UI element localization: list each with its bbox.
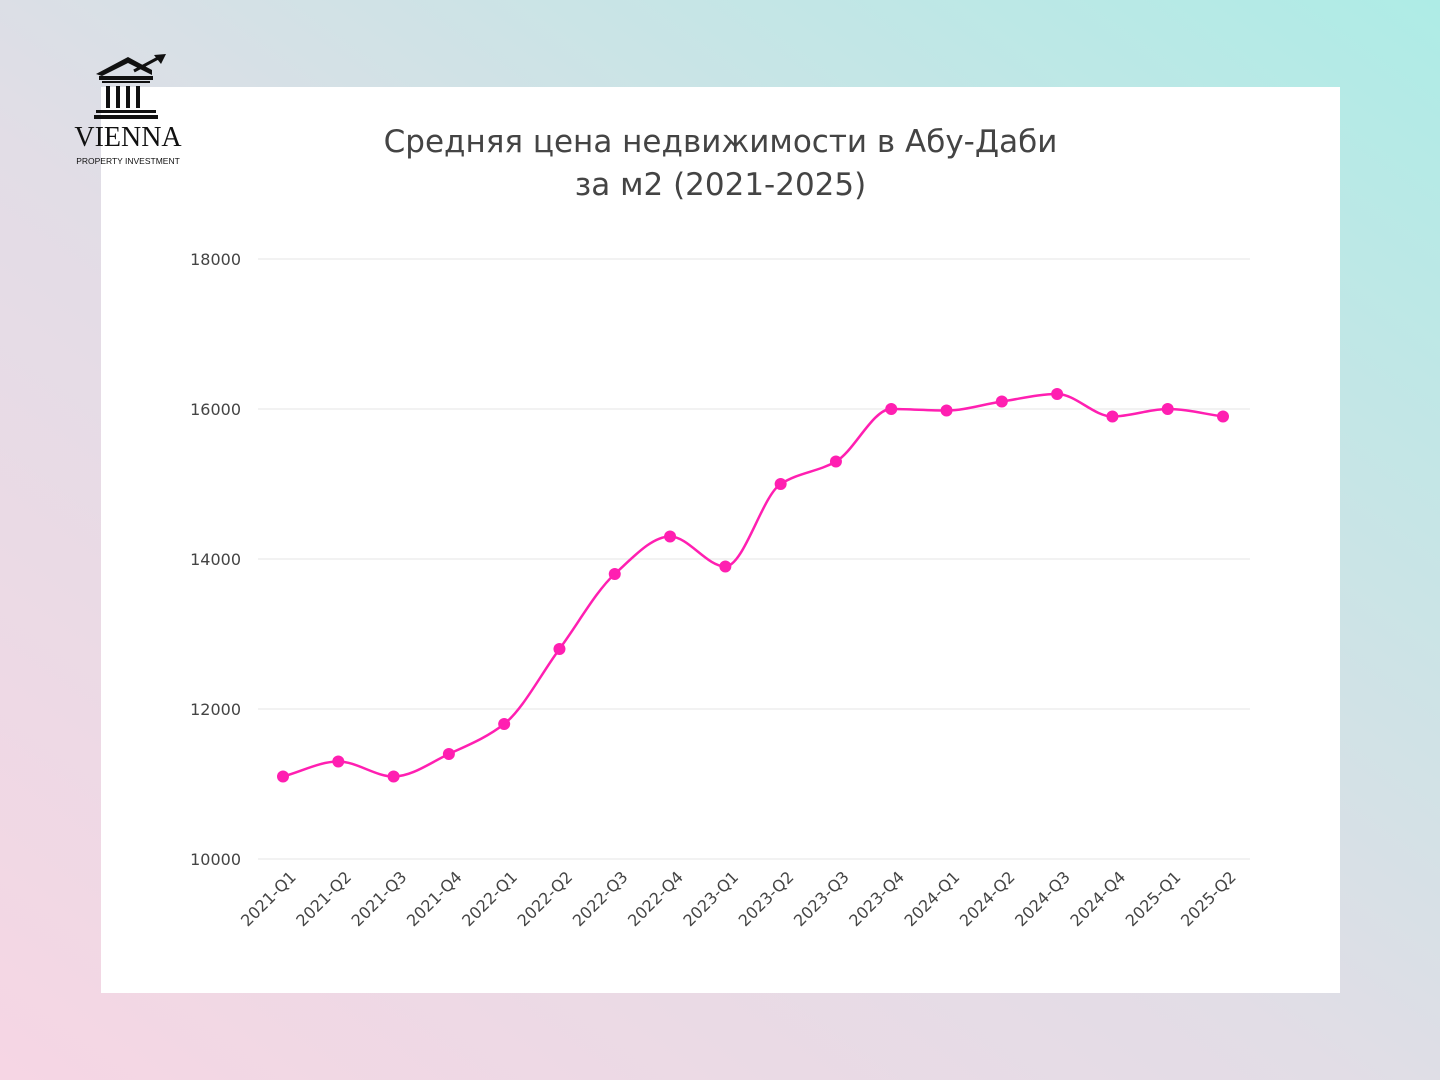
data-point-2022-Q4 [664,530,677,543]
x-tick-label: 2023-Q3 [790,867,853,930]
x-tick-label: 2024-Q1 [901,867,964,930]
x-tick-label: 2022-Q1 [458,867,521,930]
data-point-2024-Q2 [995,395,1008,408]
chart-title-line-1: Средняя цена недвижимости в Абу-Даби [383,124,1058,160]
chart-title-line-2: за м2 (2021-2025) [574,167,867,203]
x-tick-label: 2021-Q4 [403,867,466,930]
x-tick-label: 2021-Q3 [348,867,411,930]
data-point-2023-Q4 [885,403,898,415]
y-tick-label: 14000 [190,550,241,569]
data-point-2024-Q4 [1106,410,1119,423]
y-tick-label: 10000 [190,850,241,869]
x-tick-label: 2024-Q2 [956,867,1019,930]
data-point-2021-Q1 [277,770,289,783]
x-tick-label: 2021-Q1 [237,867,300,930]
brand-subtitle: PROPERTY INVESTMENT [76,156,180,166]
y-tick-label: 18000 [190,250,241,269]
x-tick-label: 2024-Q4 [1066,867,1129,930]
x-tick-label: 2023-Q4 [845,867,908,930]
y-tick-label: 12000 [190,700,241,719]
data-point-2023-Q1 [719,560,732,573]
data-point-2021-Q4 [442,748,455,760]
x-tick-label: 2023-Q2 [735,867,798,930]
bank-building-with-rising-arrow-icon [94,54,166,119]
brand-name: VIENNA [74,122,182,153]
y-tick-label: 16000 [190,400,241,419]
brand-logo: VIENNA PROPERTY INVESTMENT [66,54,190,172]
data-point-2023-Q2 [774,478,787,490]
x-tick-label: 2025-Q1 [1122,867,1185,930]
data-point-2022-Q3 [608,568,621,580]
data-point-2022-Q1 [498,718,511,730]
data-point-2021-Q3 [387,770,400,783]
data-point-2024-Q3 [1051,388,1064,400]
line-chart: 10000120001400016000180002021-Q12021-Q22… [190,250,1250,930]
data-point-2025-Q1 [1161,403,1174,415]
x-tick-label: 2022-Q2 [513,867,576,930]
x-tick-label: 2025-Q2 [1177,867,1240,930]
series-line [282,392,1224,778]
data-point-2024-Q1 [940,404,953,417]
x-tick-label: 2024-Q3 [1011,867,1074,930]
data-point-2025-Q2 [1217,410,1229,423]
x-tick-label: 2022-Q4 [624,867,687,930]
data-point-2022-Q2 [553,643,566,655]
chart-card: Средняя цена недвижимости в Абу-Даби за … [101,87,1340,993]
x-tick-label: 2023-Q1 [679,867,742,930]
data-point-2023-Q3 [829,455,842,468]
chart-title: Средняя цена недвижимости в Абу-Даби за … [101,121,1340,207]
x-tick-label: 2022-Q3 [569,867,632,930]
data-point-2021-Q2 [332,755,345,768]
x-tick-label: 2021-Q2 [292,867,355,930]
